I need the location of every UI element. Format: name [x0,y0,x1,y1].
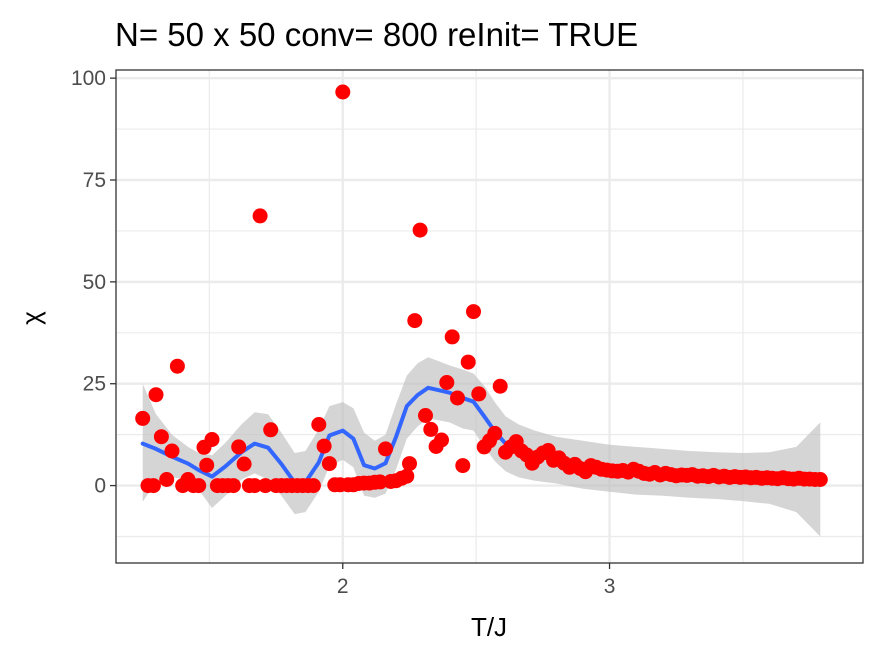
data-point [321,456,337,472]
data-point [487,425,503,441]
data-point [145,478,161,494]
data-point [402,456,417,472]
y-tick-label: 0 [94,475,106,498]
data-point [450,390,465,406]
data-point [199,457,215,473]
data-point [471,386,487,402]
data-point [335,84,351,100]
y-tick-label: 50 [83,271,106,294]
data-point [263,422,279,438]
x-tick-label: 2 [337,575,349,598]
y-axis-title: χ [16,311,46,325]
data-point [311,417,327,432]
data-point [399,468,415,484]
data-point [412,222,428,238]
data-point [204,432,220,447]
y-tick-label: 25 [83,373,106,396]
data-point [423,421,439,437]
data-point [153,429,169,445]
data-point [444,329,460,345]
data-point [236,456,252,472]
y-tick-label: 75 [83,169,106,192]
data-point [455,458,471,474]
x-tick-label: 3 [604,575,616,598]
data-point [466,304,481,320]
data-point [225,478,241,494]
data-point [191,478,207,494]
data-point [418,408,433,423]
data-point [439,375,455,390]
data-point [812,472,828,487]
data-point [316,438,332,454]
data-point [305,478,321,494]
data-point [159,472,175,487]
data-point [148,387,164,403]
x-axis-title: T/J [471,612,507,642]
data-point [434,432,449,448]
data-point [252,208,268,224]
chart-title: N= 50 x 50 conv= 800 reInit= TRUE [115,16,638,53]
data-point [231,439,247,455]
data-point [135,410,151,426]
data-point [247,478,263,494]
plot-area: 0 25 50 75 100 2 3 [71,67,864,598]
data-point [407,313,423,329]
data-point [460,354,476,370]
y-tick-label: 100 [71,67,106,90]
data-point [164,443,180,459]
panel-border [115,69,864,564]
data-point [378,441,393,457]
data-point [492,378,508,394]
data-point [169,358,185,374]
data-point [372,474,388,490]
data-point [257,478,273,494]
